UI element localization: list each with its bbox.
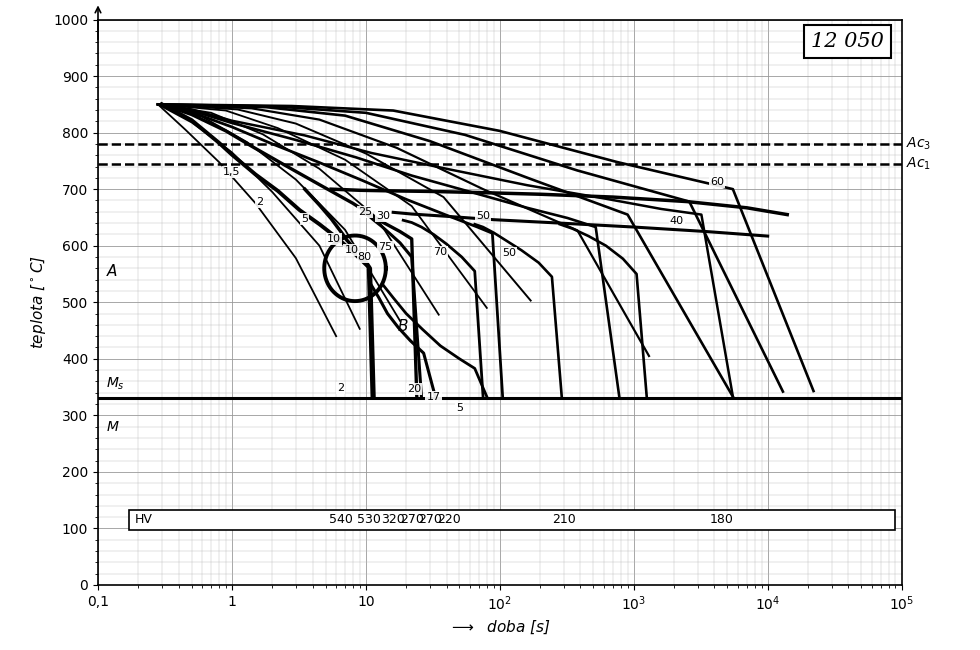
Text: $B$: $B$ xyxy=(398,318,409,334)
Text: 1,5: 1,5 xyxy=(223,167,241,177)
Text: 40: 40 xyxy=(669,216,684,226)
Text: 5: 5 xyxy=(456,403,463,413)
Text: 80: 80 xyxy=(358,252,371,262)
Text: 70: 70 xyxy=(433,248,448,257)
Text: 220: 220 xyxy=(437,514,462,526)
Text: 270: 270 xyxy=(400,514,423,526)
Text: 270: 270 xyxy=(417,514,442,526)
Text: 17: 17 xyxy=(426,392,441,402)
Text: 180: 180 xyxy=(710,514,733,526)
Text: 10: 10 xyxy=(344,245,359,255)
Y-axis label: teplota [$^\circ$C]: teplota [$^\circ$C] xyxy=(28,255,48,349)
Text: 5: 5 xyxy=(301,214,309,224)
Text: 530: 530 xyxy=(357,514,380,526)
Text: 20: 20 xyxy=(408,384,421,395)
Text: 540: 540 xyxy=(329,514,353,526)
Text: 50: 50 xyxy=(503,248,516,258)
Text: 320: 320 xyxy=(381,514,405,526)
Text: 50: 50 xyxy=(476,211,490,221)
Text: 2: 2 xyxy=(337,384,344,393)
Text: $M$: $M$ xyxy=(106,420,120,434)
Text: HV: HV xyxy=(135,514,153,526)
X-axis label: $\longrightarrow$  doba [s]: $\longrightarrow$ doba [s] xyxy=(449,619,551,636)
Text: $A$: $A$ xyxy=(106,263,119,279)
Text: 12 050: 12 050 xyxy=(811,32,884,51)
Text: 2: 2 xyxy=(256,196,263,207)
Text: $Ac_3$: $Ac_3$ xyxy=(906,136,931,152)
Text: 210: 210 xyxy=(552,514,575,526)
Text: $Ac_1$: $Ac_1$ xyxy=(906,155,931,172)
Text: 30: 30 xyxy=(376,211,390,221)
Text: 60: 60 xyxy=(710,177,724,187)
Text: 25: 25 xyxy=(358,207,371,216)
Text: $M_s$: $M_s$ xyxy=(106,375,125,391)
Bar xyxy=(128,510,896,530)
Text: 10: 10 xyxy=(327,234,341,244)
Text: 75: 75 xyxy=(378,242,393,252)
